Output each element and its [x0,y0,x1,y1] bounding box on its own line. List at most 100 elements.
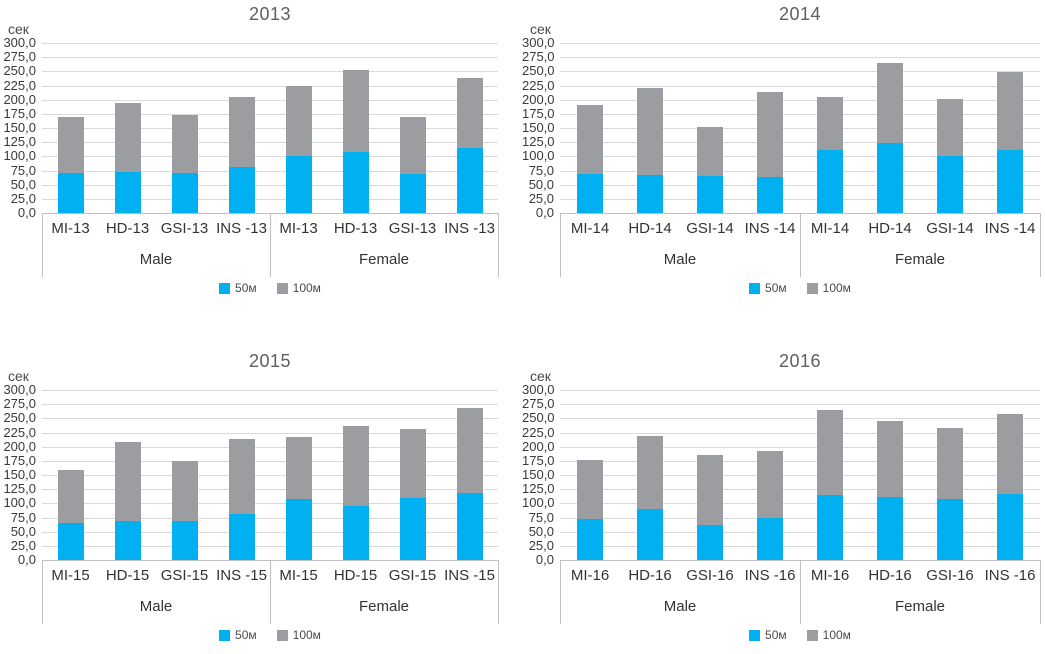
bar-segment-50m [114,521,141,560]
gridline [42,113,498,115]
y-tick-label: 300,0 [522,382,555,397]
gridline [560,475,1040,476]
legend: 50м 100м [560,628,1040,642]
category-label: MI-15 [279,567,318,584]
category-label: HD-14 [868,220,912,237]
bar-segment-50m [285,499,312,560]
legend-item-50m: 50м [219,281,257,295]
bar-segment-100m [577,459,603,519]
y-tick-label: 250,0 [3,63,36,79]
bar-segment-50m [697,524,723,560]
y-tick-label: 150,0 [522,120,555,135]
axis-separator [498,560,499,624]
stacked-bar-MI-13-female [285,86,312,213]
plot-area [42,390,498,561]
category-label: HD-15 [105,567,150,584]
y-tick-label: 50,0 [10,523,36,539]
y-tick-label: 50,0 [10,176,36,192]
gridline [560,99,1040,101]
category-label: INS -15 [216,567,267,584]
gridline [42,390,498,391]
stacked-bar-INS-15-male [228,438,255,560]
y-tick-label: 175,0 [522,105,555,121]
y-tick-label: 275,0 [522,49,555,65]
gridline [42,517,498,519]
gridline [42,432,498,434]
legend-label-50m: 50м [235,628,257,642]
y-tick-label: 200,0 [522,438,555,454]
gridline [42,475,498,476]
stacked-bar-GSI-14-male [697,127,723,213]
bar-segment-50m [937,156,963,213]
y-tick-label: 225,0 [522,424,555,440]
category-label: MI-13 [51,220,90,237]
y-tick-label: 0,0 [17,205,36,220]
category-label: MI-14 [810,220,850,237]
bar-segment-100m [399,429,426,499]
category-label: INS -13 [216,220,267,237]
plot-area [42,43,498,214]
gridline [560,142,1040,144]
stacked-bar-INS-14-male [757,92,783,213]
gridline [560,170,1040,172]
bar-segment-100m [228,97,255,167]
y-tick-label: 75,0 [528,162,554,178]
bar-segment-50m [637,509,663,560]
legend-item-50m: 50м [749,628,787,642]
group-label-male: Male [663,598,697,615]
y-tick-label: 150,0 [3,467,36,482]
gridline [560,390,1040,391]
bar-segment-100m [637,88,663,176]
gridline [560,43,1040,44]
y-tick-label: 0,0 [535,205,554,220]
axis-separator [1040,560,1041,624]
category-label: INS -15 [444,567,495,584]
stacked-bar-HD-15-female [342,426,369,560]
y-tick-label: 300,0 [522,35,555,50]
legend-swatch-100m [806,282,818,294]
y-axis-unit-label: сек [530,368,551,384]
stacked-bar-INS-13-male [228,97,255,213]
gridline [42,156,498,158]
gridline [560,545,1040,547]
gridline [560,446,1040,448]
bar-segment-50m [114,172,141,213]
bar-segment-100m [817,96,843,151]
gridline [560,460,1040,462]
stacked-bar-INS-16-female [997,413,1023,560]
axis-separator [800,560,801,624]
bar-segment-50m [456,493,483,560]
gridline [42,170,498,172]
bar-segment-50m [817,150,843,213]
stacked-bar-GSI-16-male [697,454,723,560]
category-label: MI-16 [570,567,610,584]
bar-segment-50m [399,498,426,560]
stacked-bar-INS-16-male [757,451,783,560]
y-tick-label: 275,0 [522,396,555,412]
stacked-bar-HD-13-male [114,103,141,213]
legend-label-50m: 50м [765,628,787,642]
y-tick-label: 275,0 [3,396,36,412]
category-label: HD-13 [105,220,150,237]
legend-item-100m: 100м [806,281,851,295]
bar-segment-50m [877,496,903,560]
y-tick-label: 0,0 [535,552,554,567]
stacked-bar-HD-16-female [877,421,903,560]
legend-item-100m: 100м [806,628,851,642]
category-label: GSI-16 [926,567,974,584]
legend: 50м 100м [42,628,498,642]
category-label: HD-13 [333,220,378,237]
bar-segment-100m [877,421,903,497]
stacked-bar-GSI-16-female [937,427,963,560]
bar-segment-100m [285,86,312,156]
stacked-bar-MI-14-male [577,104,603,213]
y-tick-label: 100,0 [522,495,555,511]
y-tick-label: 225,0 [522,77,555,93]
legend-swatch-50m [219,282,231,294]
y-tick-label: 125,0 [522,134,555,150]
bar-segment-100m [114,103,141,173]
category-label: MI-16 [810,567,850,584]
stacked-bar-GSI-14-female [937,99,963,213]
stacked-bar-MI-15-male [57,470,84,560]
gridline [42,460,498,462]
